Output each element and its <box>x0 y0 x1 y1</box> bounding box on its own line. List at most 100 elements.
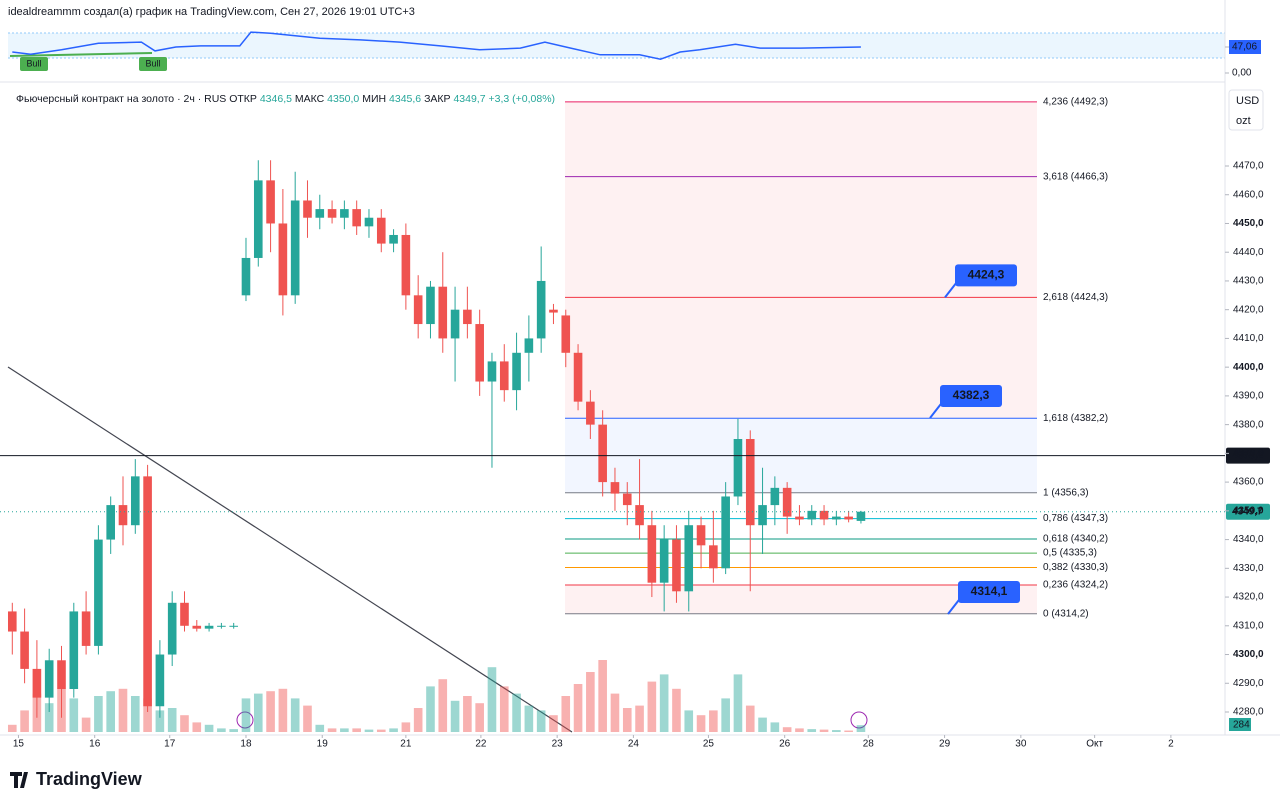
volume-bar <box>253 693 263 732</box>
volume-bar <box>290 698 300 732</box>
volume-bar <box>130 696 140 732</box>
x-tick-label: 17 <box>164 739 176 750</box>
y-tick-label: 4300,0 <box>1233 649 1264 660</box>
volume-bar <box>7 724 17 732</box>
y-tick-label: 4360,0 <box>1233 477 1264 488</box>
candle-body <box>143 476 152 707</box>
candle-body <box>57 660 66 690</box>
candle-body <box>856 511 866 521</box>
candle-body <box>69 611 79 690</box>
fib-label: 3,618 (4466,3) <box>1043 171 1108 182</box>
candle-body <box>733 439 743 497</box>
volume-bar <box>118 688 128 732</box>
logo-mark <box>10 772 28 788</box>
y-tick-label: 4450,0 <box>1233 218 1264 229</box>
candle-body <box>819 510 829 520</box>
x-tick-label: 28 <box>863 739 875 750</box>
candle-body <box>266 180 275 224</box>
volume-bar <box>524 705 534 732</box>
candle-body <box>487 361 497 382</box>
legend-item: 4346,5 <box>260 93 292 105</box>
y-tick-label: 4290,0 <box>1233 678 1264 689</box>
volume-bar <box>192 722 202 732</box>
candle-body <box>401 234 411 296</box>
x-tick-label: 29 <box>939 739 951 750</box>
candle-body <box>204 625 214 629</box>
volume-bar <box>352 728 361 732</box>
volume-bar <box>69 698 79 732</box>
x-tick-label: 22 <box>475 739 487 750</box>
candle-body <box>659 539 669 583</box>
signal-box <box>20 57 48 71</box>
indicator-tick-label: 0,00 <box>1232 68 1252 79</box>
volume-bar <box>438 679 448 732</box>
candle-body <box>106 505 115 540</box>
candle-body <box>241 257 251 296</box>
volume-bar <box>487 667 497 732</box>
candle-body <box>426 286 435 325</box>
volume-bar <box>561 696 571 732</box>
volume-bar <box>426 686 435 732</box>
candle-body <box>167 602 177 655</box>
price-tag <box>1226 447 1270 464</box>
candle-body <box>20 631 29 669</box>
volume-bar <box>598 660 607 732</box>
bull-line <box>9 52 153 57</box>
legend-item: ОТКР <box>229 93 257 105</box>
volume-bar <box>106 691 115 732</box>
x-tick-label: 19 <box>317 739 329 750</box>
y-tick-label: 4460,0 <box>1233 189 1264 200</box>
candle-body <box>807 510 817 520</box>
fib-label: 2,618 (4424,3) <box>1043 292 1108 303</box>
volume-bar <box>647 681 657 732</box>
candle-body <box>536 280 546 339</box>
candle-body <box>549 309 558 313</box>
volume-bar <box>327 728 337 732</box>
candle-body <box>290 200 300 296</box>
currency: USD <box>1236 95 1259 107</box>
candle-body <box>327 209 337 218</box>
y-tick-label: 4390,0 <box>1233 391 1264 402</box>
x-tick-label: 30 <box>1015 739 1027 750</box>
y-tick-label: 4310,0 <box>1233 620 1264 631</box>
event-icon[interactable] <box>850 711 868 729</box>
candle-body <box>758 505 767 526</box>
volume-bar <box>622 708 632 732</box>
candle-body <box>832 516 841 520</box>
currency-box[interactable] <box>1228 89 1264 131</box>
candle-body <box>217 625 226 627</box>
volume-bar <box>807 729 817 732</box>
signal-label: Bull <box>145 58 160 68</box>
fib-label: 0,5 (4335,3) <box>1043 548 1097 559</box>
candle-body <box>635 505 644 526</box>
volume-bar <box>782 727 792 732</box>
candle-body <box>130 476 140 526</box>
x-tick-label: 26 <box>779 739 791 750</box>
candle-body <box>770 487 780 506</box>
volume-bar <box>303 705 312 732</box>
event-icon[interactable] <box>236 711 254 729</box>
fib-label: 0,786 (4347,3) <box>1043 513 1108 524</box>
volume-bar <box>376 729 386 732</box>
candle-body <box>782 487 792 517</box>
volume-bar <box>450 700 460 732</box>
y-tick-label: 4440,0 <box>1233 247 1264 258</box>
volume-bar <box>413 708 423 732</box>
y-tick-label: 4330,0 <box>1233 563 1264 574</box>
candle-body <box>438 286 448 339</box>
candle-body <box>684 525 694 592</box>
legend-item: ЗАКР <box>424 93 450 105</box>
candle-body <box>512 352 521 391</box>
volume-bar <box>758 717 767 732</box>
signal-label: Bull <box>26 58 41 68</box>
fib-label: 0,618 (4340,2) <box>1043 534 1108 545</box>
candle-body <box>118 505 128 526</box>
volume-bar <box>204 724 214 732</box>
brand-logo: TradingView <box>10 769 143 789</box>
candle-body <box>586 401 595 425</box>
fib-label: 1,618 (4382,2) <box>1043 413 1108 424</box>
candle-body <box>413 295 423 325</box>
brand: TradingView <box>36 769 143 789</box>
volume-bar <box>819 729 829 732</box>
